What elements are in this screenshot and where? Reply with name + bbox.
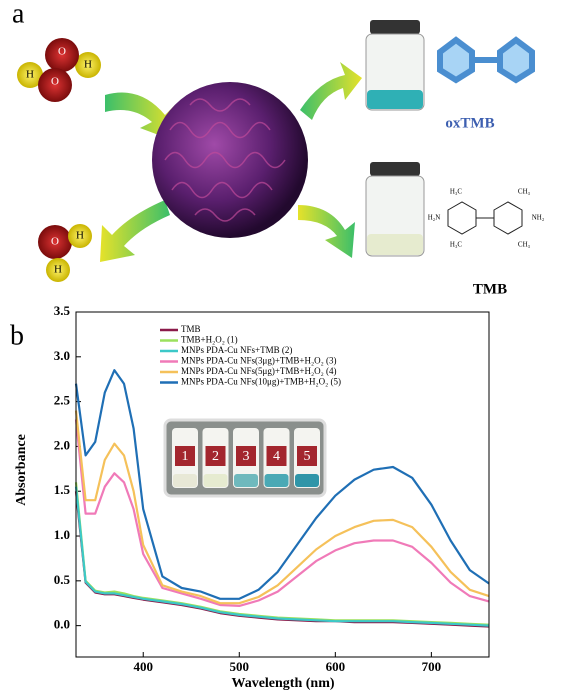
atom [45, 38, 79, 72]
group-label: CH₃ [518, 241, 531, 249]
legend-label: TMB [181, 324, 201, 334]
inset-tag-label: 5 [304, 449, 311, 464]
series-line [74, 482, 490, 626]
group-label: H₂N [428, 214, 441, 222]
atom-label: O [51, 76, 59, 88]
atom [38, 68, 72, 102]
product-label: oxTMB [445, 115, 494, 131]
x-tick-label: 700 [422, 659, 442, 674]
y-tick-label: 0.5 [54, 572, 71, 587]
x-tick-label: 600 [326, 659, 346, 674]
x-tick-label: 400 [133, 659, 153, 674]
inset-liquid [264, 474, 289, 487]
series-line [74, 486, 490, 627]
y-tick-label: 3.0 [54, 348, 70, 363]
group-label: CH₃ [518, 188, 531, 196]
atom-label: H [84, 59, 92, 71]
vial-cap [370, 20, 420, 34]
atom-label: O [58, 46, 66, 58]
inset-tag [266, 446, 287, 466]
atom [38, 225, 72, 259]
group-label: NH₂ [532, 214, 545, 222]
atom [46, 258, 70, 282]
oxtmb-structure [437, 36, 535, 84]
legend-label: MNPs PDA-Cu NFs(10μg)+TMB+H₂O₂ (5) [181, 377, 341, 387]
atom-label: H [76, 230, 84, 242]
tmb-structure [447, 201, 523, 235]
inset-tag-label: 3 [243, 449, 250, 464]
arrow [298, 205, 355, 258]
inset-liquid [203, 474, 228, 487]
series-line [74, 410, 490, 605]
y-axis-label: Absorbance [14, 434, 29, 506]
atom-label: O [51, 236, 59, 248]
plot-frame [75, 311, 490, 658]
inset-tag-label: 2 [212, 449, 219, 464]
inset-tag-label: 4 [273, 449, 280, 464]
atom-label: H [54, 264, 62, 276]
legend-label: MNPs PDA-Cu NFs(3μg)+TMB+H₂O₂ (3) [181, 356, 337, 366]
series-line [74, 419, 490, 607]
panel-label: a [12, 0, 25, 29]
legend-label: TMB+H₂O₂ (1) [181, 335, 238, 345]
series-line [74, 369, 490, 600]
substrate-label: TMB [473, 281, 507, 297]
x-axis-label: Wavelength (nm) [231, 676, 334, 691]
group-label: H₃C [450, 188, 462, 196]
inset-liquid [234, 474, 258, 487]
panel-b: b Wavelength (nm) Absorbance 0.0 0.5 1.0 1.… [10, 303, 490, 691]
group-label: H₃C [450, 241, 462, 249]
inset-tag [236, 446, 256, 466]
y-tick-label: 2.0 [54, 437, 70, 452]
vial-liquid [367, 234, 423, 255]
vial-liquid [367, 90, 423, 109]
atom-label: H [26, 69, 34, 81]
atom [17, 62, 43, 88]
inset-tag [175, 446, 195, 466]
nanoflower [152, 82, 308, 238]
arrow [300, 62, 362, 120]
arrow [105, 92, 175, 140]
vial-cap [370, 162, 420, 176]
y-tick-label: 3.5 [54, 303, 71, 318]
legend-label: MNPs PDA-Cu NFs+TMB (2) [181, 345, 292, 355]
arrow [100, 200, 170, 262]
inset-liquid [295, 474, 319, 487]
y-tick-label: 1.5 [54, 482, 71, 497]
atom [68, 224, 92, 248]
x-tick-label: 500 [230, 659, 250, 674]
inset-liquid [173, 474, 197, 487]
legend-label: MNPs PDA-Cu NFs(5μg)+TMB+H₂O₂ (4) [181, 366, 337, 376]
inset-tag [205, 446, 226, 466]
y-tick-label: 1.0 [54, 527, 70, 542]
y-tick-label: 0.0 [54, 617, 70, 632]
inset-tag-label: 1 [182, 449, 189, 464]
texture [164, 98, 286, 222]
panel-label: b [10, 320, 24, 351]
y-tick-label: 2.5 [54, 393, 71, 408]
panel-a: a O O H H O H H oxTMB H₃C CH₃ H₂N NH₂ H₃… [12, 0, 545, 297]
inset-tag [297, 446, 317, 466]
atom [75, 52, 101, 78]
